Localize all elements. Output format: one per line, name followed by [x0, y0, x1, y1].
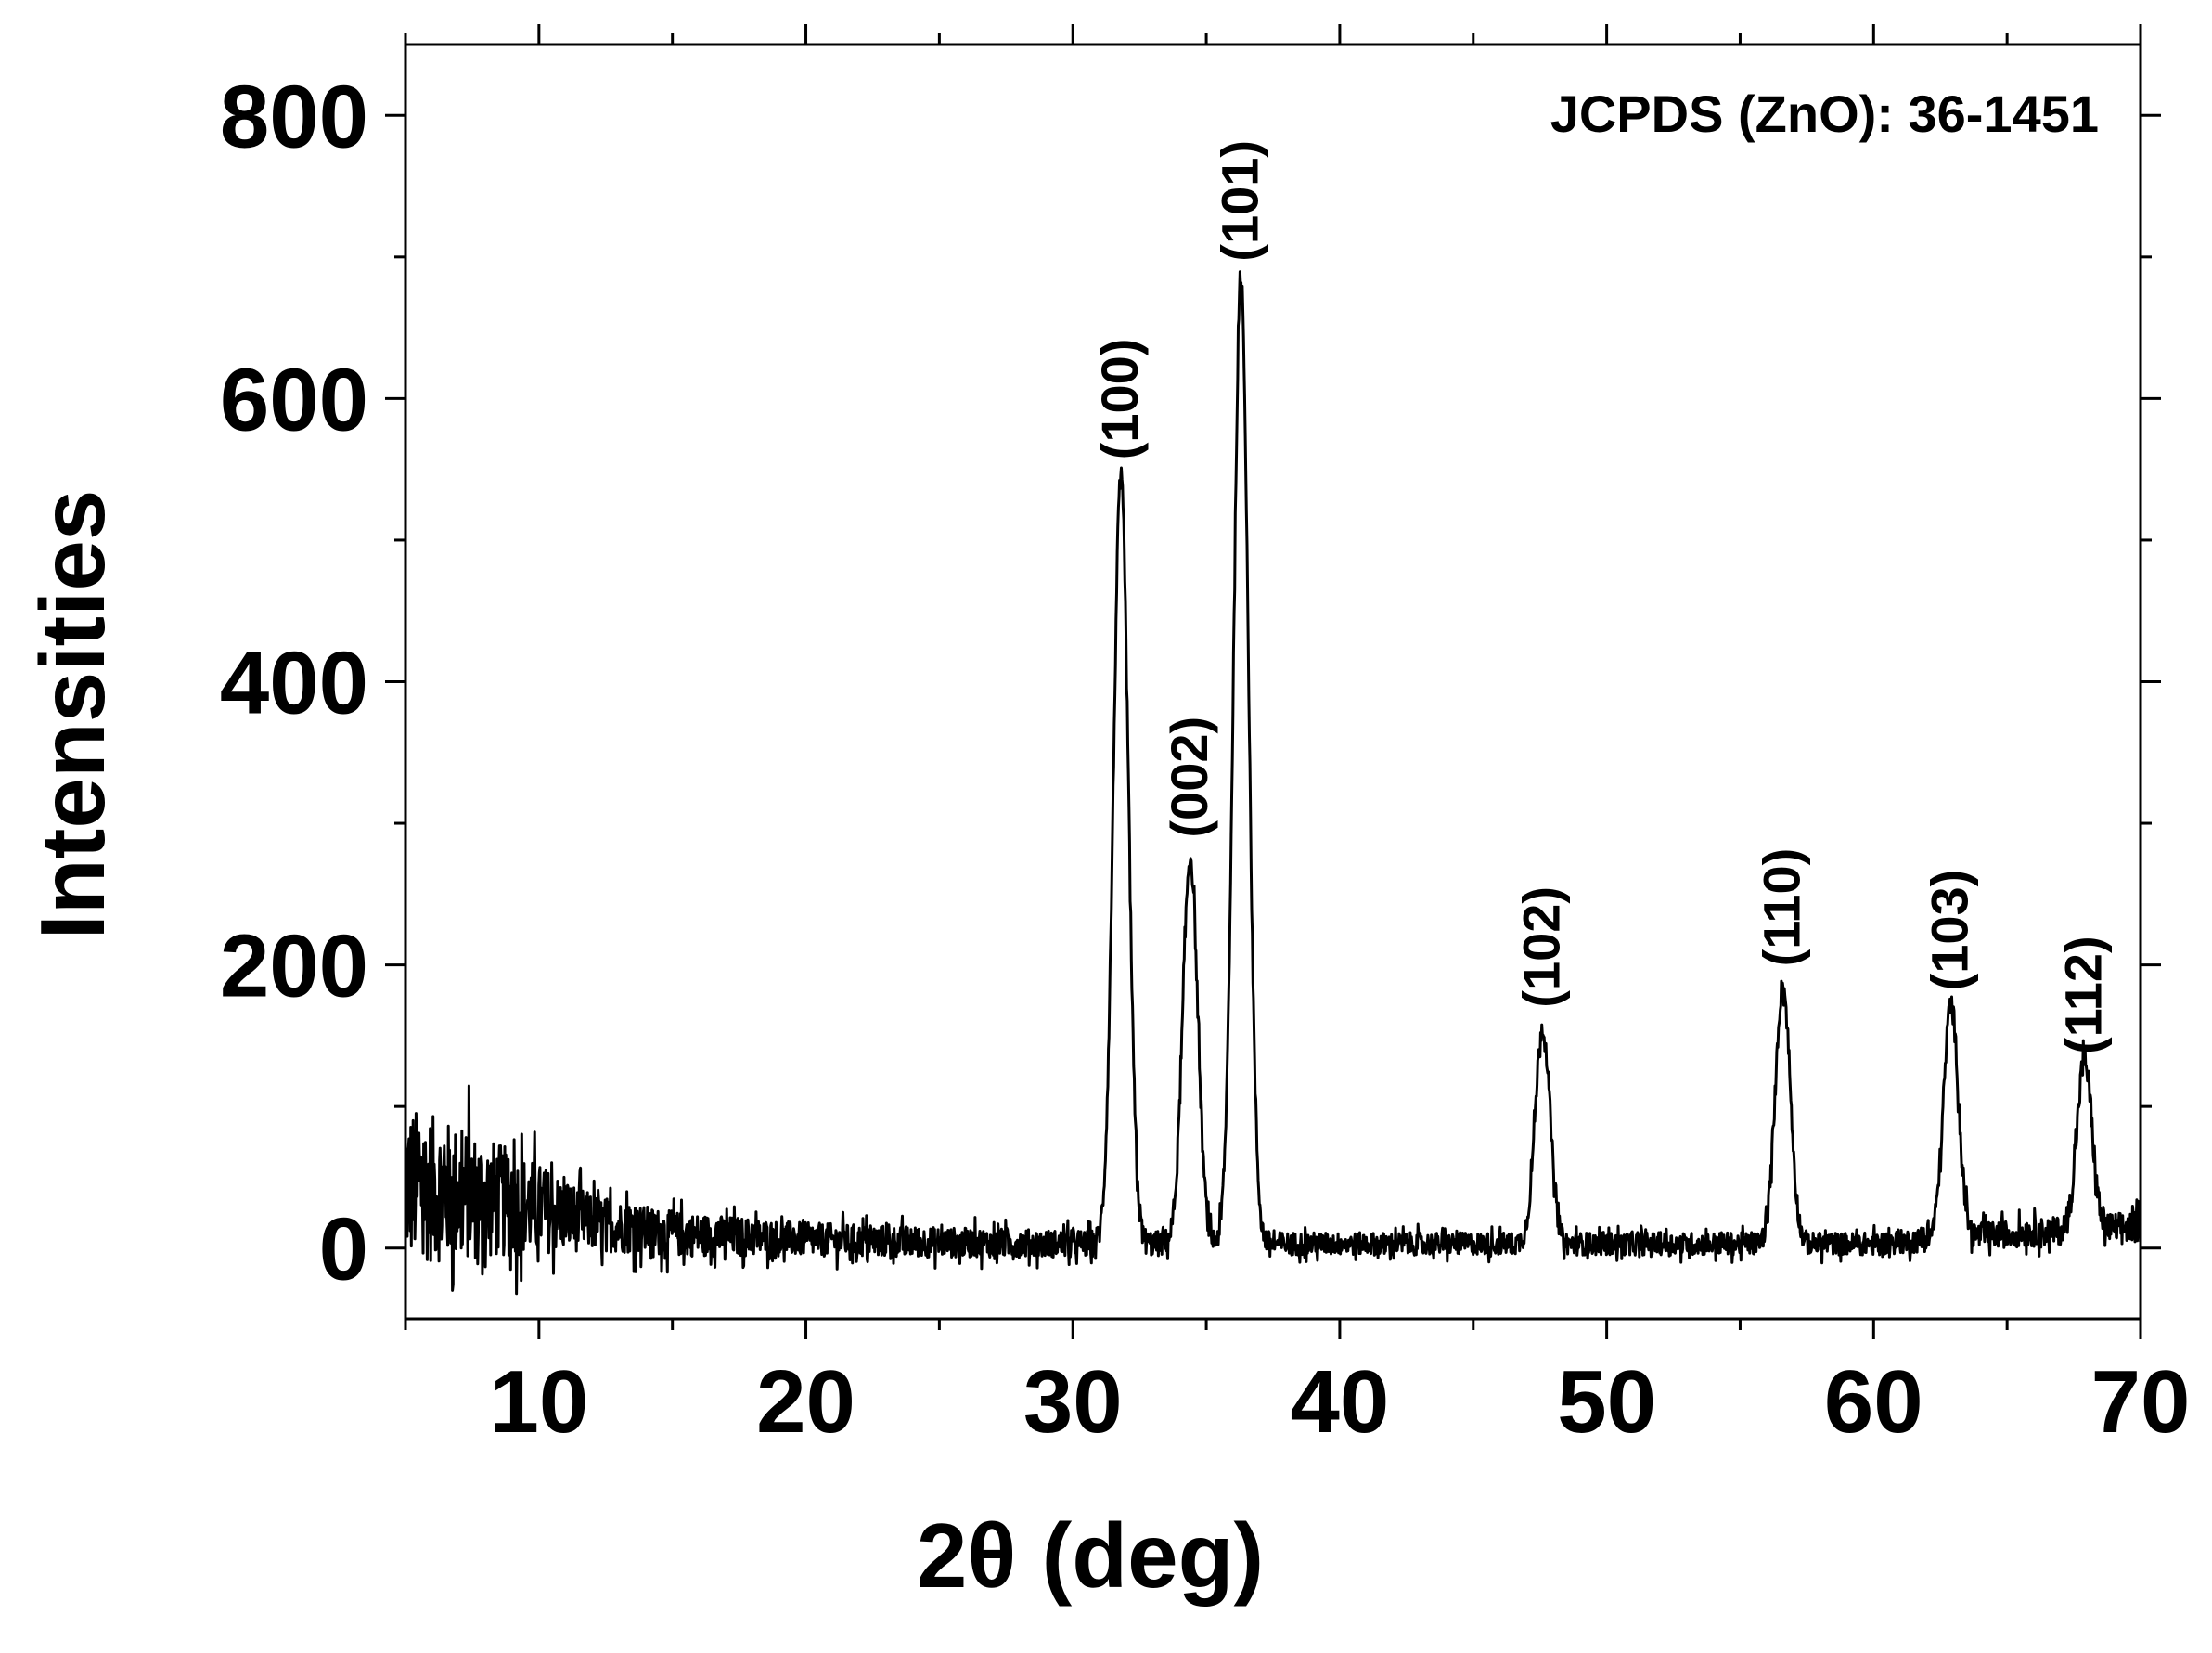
peak-labels: (100) (002) (101) (102) (110) (103) (112): [1090, 140, 2113, 1054]
x-tick-label: 50: [1557, 1352, 1656, 1452]
x-tick-label: 70: [2091, 1352, 2191, 1452]
x-axis-title: 2θ (deg): [917, 1504, 1264, 1607]
peak-label: (100): [1090, 339, 1149, 460]
y-tick-label: 200: [220, 917, 368, 1016]
peak-label: (112): [2054, 936, 2113, 1054]
y-tick-label: 400: [220, 634, 368, 733]
y-axis: 0 200 400 600 800: [220, 67, 2161, 1299]
jcpds-annotation: JCPDS (ZnO): 36-1451: [1550, 84, 2099, 143]
peak-label: (002): [1160, 717, 1218, 838]
y-axis-title: Intensities: [21, 490, 123, 940]
x-tick-label: 10: [489, 1352, 588, 1452]
y-tick-label: 600: [220, 350, 368, 449]
x-tick-label: 60: [1824, 1352, 1923, 1452]
peak-label: (101): [1211, 140, 1269, 262]
y-tick-label: 800: [220, 67, 368, 166]
x-tick-label: 40: [1291, 1352, 1390, 1452]
peak-label: (103): [1921, 870, 1979, 991]
y-tick-label: 0: [319, 1200, 368, 1299]
plot-frame: [404, 43, 2142, 1321]
xrd-pattern-line: [404, 270, 2142, 1296]
peak-label: (102): [1512, 886, 1571, 1008]
x-tick-label: 20: [756, 1352, 855, 1452]
x-tick-label: 30: [1023, 1352, 1123, 1452]
x-axis: 10 20 30 40 50 60 70: [404, 24, 2191, 1452]
peak-label: (110): [1753, 848, 1811, 967]
